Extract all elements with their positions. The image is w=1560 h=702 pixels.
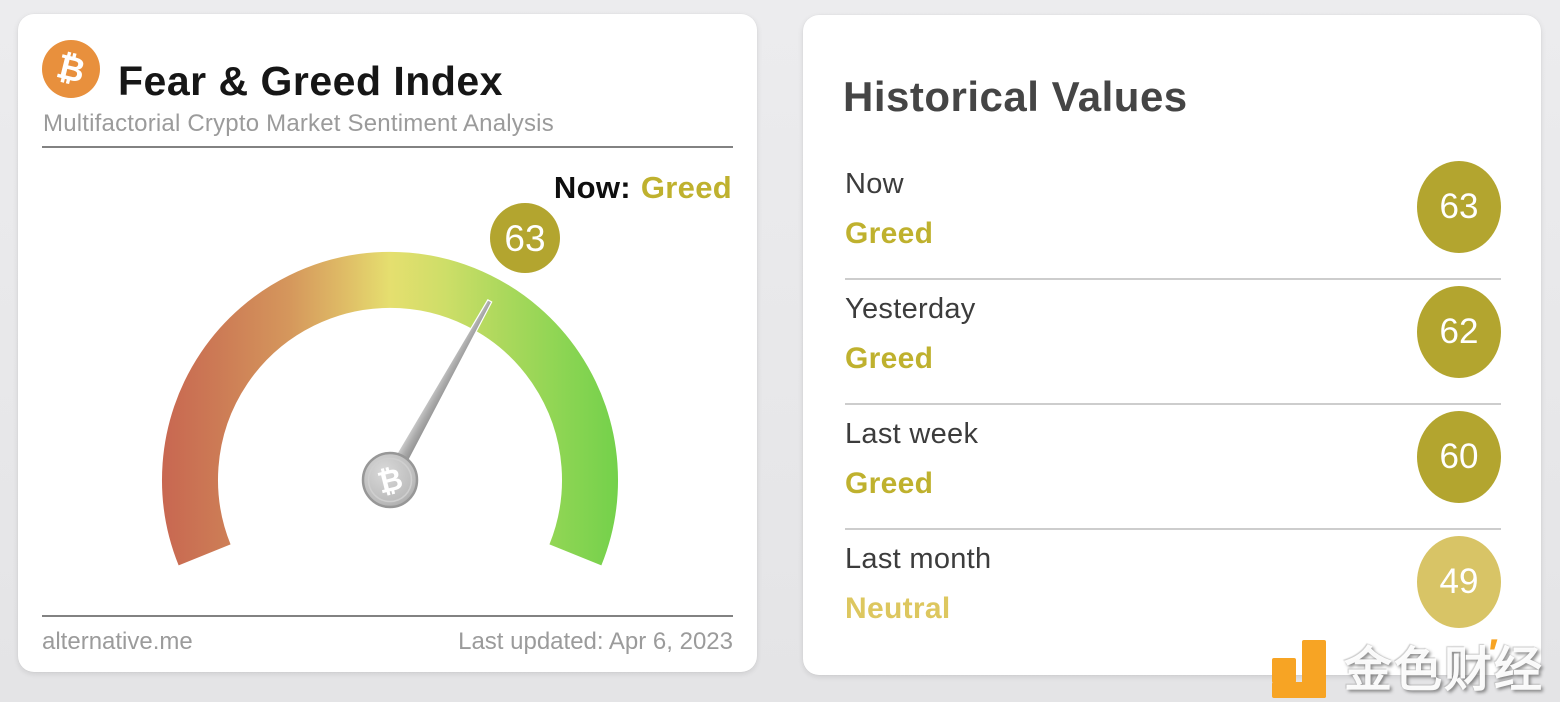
gauge-value-badge: 63 xyxy=(490,203,560,273)
historical-rows: Now Greed 63 Yesterday Greed 62 Last wee… xyxy=(845,155,1501,653)
watermark-tick: ′ xyxy=(1486,632,1499,676)
now-value: Greed xyxy=(640,170,732,205)
history-row-last-month: Last month Neutral 49 xyxy=(845,530,1501,653)
logo-block xyxy=(1272,682,1326,698)
row-period: Yesterday xyxy=(845,293,976,325)
row-value-badge: 63 xyxy=(1417,161,1501,253)
row-classification: Neutral xyxy=(845,592,951,625)
card-title: Fear & Greed Index xyxy=(118,58,503,104)
row-divider xyxy=(845,528,1501,530)
header-divider xyxy=(42,146,733,148)
jinse-logo-icon xyxy=(1270,640,1332,700)
now-label: Now: xyxy=(553,170,631,205)
history-row-last-week: Last week Greed 60 xyxy=(845,405,1501,528)
row-classification: Greed xyxy=(845,217,934,250)
fear-greed-card: ₿ Fear & Greed Index Multifactorial Cryp… xyxy=(18,14,757,672)
watermark-text: 金色财经 ′ xyxy=(1344,630,1544,700)
row-period: Last week xyxy=(845,418,979,450)
row-period: Last month xyxy=(845,543,992,575)
history-row-now: Now Greed 63 xyxy=(845,155,1501,278)
gauge: ₿ 63 xyxy=(18,154,757,614)
row-divider xyxy=(845,403,1501,405)
historical-title: Historical Values xyxy=(843,73,1188,120)
row-period: Now xyxy=(845,168,904,200)
gauge-value-text: 63 xyxy=(504,218,545,259)
card-footer: alternative.me Last updated: Apr 6, 2023 xyxy=(42,628,733,656)
last-updated: Last updated: Apr 6, 2023 xyxy=(458,628,733,655)
bitcoin-glyph: ₿ xyxy=(52,46,90,92)
card-subtitle: Multifactorial Crypto Market Sentiment A… xyxy=(43,110,554,137)
current-sentiment: Now: Greed xyxy=(554,170,732,206)
historical-values-card: Historical Values Now Greed 63 Yesterday… xyxy=(803,15,1541,675)
watermark-characters: 金色财经 xyxy=(1344,644,1545,697)
row-value-badge: 62 xyxy=(1417,286,1501,378)
history-row-yesterday: Yesterday Greed 62 xyxy=(845,280,1501,403)
gauge-arc xyxy=(162,251,618,566)
row-classification: Greed xyxy=(845,342,934,375)
watermark: 金色财经 ′ xyxy=(1270,630,1544,700)
logo-block xyxy=(1272,658,1296,683)
source-link[interactable]: alternative.me xyxy=(42,628,193,655)
row-classification: Greed xyxy=(845,467,934,500)
bitcoin-icon: ₿ xyxy=(42,40,100,98)
row-divider xyxy=(845,278,1501,280)
row-value-badge: 60 xyxy=(1417,411,1501,503)
footer-divider xyxy=(42,615,733,617)
gauge-hub: ₿ xyxy=(361,451,419,509)
row-value-badge: 49 xyxy=(1417,536,1501,628)
gauge-svg: ₿ 63 xyxy=(158,203,622,567)
